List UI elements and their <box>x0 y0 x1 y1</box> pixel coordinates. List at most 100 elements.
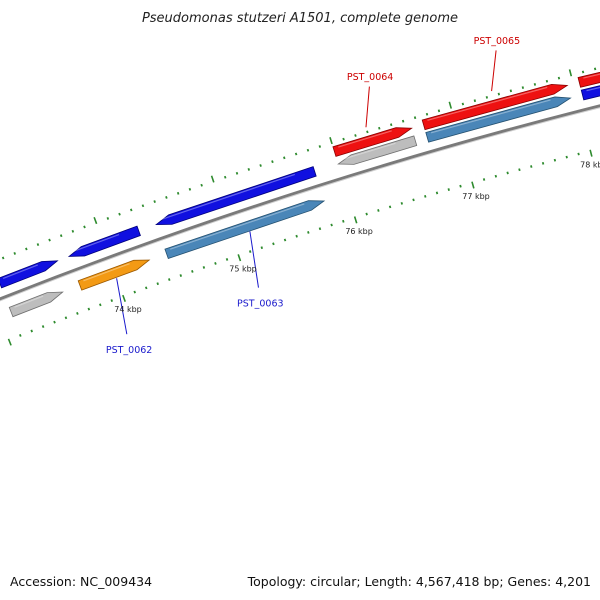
gene-label[interactable]: PST_0064 <box>347 72 394 83</box>
minor-tick <box>71 229 75 233</box>
minor-tick <box>378 126 381 130</box>
minor-tick <box>271 160 274 164</box>
kbp-label: 78 kbp <box>580 160 600 169</box>
minor-tick <box>202 265 206 269</box>
minor-tick <box>259 164 262 167</box>
minor-tick <box>473 99 477 103</box>
minor-tick <box>530 165 533 168</box>
minor-tick <box>506 171 509 175</box>
minor-tick <box>283 156 286 160</box>
major-tick <box>329 137 333 145</box>
minor-tick <box>437 109 441 113</box>
map-title: Pseudomonas stutzeri A1501, complete gen… <box>142 11 458 26</box>
major-tick <box>237 254 242 262</box>
outer-tick-track <box>1 67 597 260</box>
minor-tick <box>294 152 298 156</box>
feature-highlight <box>2 264 39 279</box>
minor-tick <box>366 130 369 134</box>
minor-tick <box>482 178 486 181</box>
minor-tick <box>247 167 251 171</box>
feature-steel <box>164 200 326 260</box>
minor-tick <box>129 208 133 212</box>
gene-label[interactable]: PST_0063 <box>237 299 284 310</box>
minor-tick <box>389 123 393 127</box>
backbone-highlight <box>0 107 600 302</box>
feature-highlight <box>338 130 392 148</box>
minor-tick <box>401 119 405 123</box>
minor-tick <box>307 231 310 234</box>
minor-tick <box>461 102 465 106</box>
minor-tick <box>179 274 183 277</box>
minor-tick <box>413 116 417 120</box>
leader-line <box>365 86 370 128</box>
minor-tick <box>133 290 136 294</box>
minor-tick <box>424 194 427 198</box>
feature-gray <box>8 291 64 318</box>
feature-highlight <box>430 99 551 134</box>
feature-highlight <box>427 86 548 121</box>
feature-blue <box>67 225 141 257</box>
minor-tick <box>565 155 568 159</box>
minor-tick <box>388 205 392 209</box>
minor-tick <box>260 246 264 250</box>
minor-tick <box>41 325 45 328</box>
minor-tick <box>272 242 275 246</box>
minor-tick <box>59 234 63 238</box>
feature-red <box>421 83 569 131</box>
feature-orange <box>77 259 151 291</box>
feature-tracks <box>0 71 600 318</box>
minor-tick <box>593 67 597 71</box>
minor-tick <box>110 299 114 302</box>
major-tick <box>122 294 126 302</box>
minor-tick <box>545 79 549 83</box>
minor-tick <box>225 258 229 261</box>
minor-tick <box>153 200 156 204</box>
minor-tick <box>13 252 17 255</box>
gene-label[interactable]: PST_0062 <box>106 345 153 356</box>
feature-highlight <box>14 295 44 308</box>
minor-tick <box>235 171 239 175</box>
minor-tick <box>557 76 561 80</box>
inner-tick-track <box>7 149 593 346</box>
minor-tick <box>318 227 322 231</box>
feature-highlight <box>159 173 296 221</box>
major-tick <box>353 216 358 224</box>
minor-tick <box>365 212 368 216</box>
minor-tick <box>200 183 203 187</box>
major-tick <box>589 149 593 157</box>
leader-line <box>249 231 259 288</box>
feature-highlight <box>83 263 130 282</box>
gene-label[interactable]: PST_0065 <box>474 36 521 47</box>
leader-line <box>116 278 128 335</box>
feature-highlight <box>341 142 396 161</box>
minor-tick <box>165 196 168 199</box>
minor-tick <box>106 216 110 220</box>
minor-tick <box>459 184 462 188</box>
minor-tick <box>118 212 121 216</box>
feature-blue <box>155 166 317 226</box>
minor-tick <box>19 334 22 337</box>
minor-tick <box>306 148 310 152</box>
minor-tick <box>435 191 439 195</box>
minor-tick <box>295 234 298 238</box>
major-tick <box>448 101 453 109</box>
kbp-label: 75 kbp <box>229 265 257 274</box>
feature-highlight <box>169 203 305 250</box>
accession-text: Accession: NC_009434 <box>10 574 152 589</box>
major-tick <box>471 181 475 189</box>
minor-tick <box>509 89 513 93</box>
minor-tick <box>191 270 194 273</box>
major-tick <box>210 175 215 183</box>
minor-tick <box>48 238 51 242</box>
minor-tick <box>25 247 28 251</box>
major-tick <box>93 216 98 225</box>
tick-tracks <box>1 67 597 346</box>
minor-tick <box>447 188 450 191</box>
minor-tick <box>577 152 580 156</box>
minor-tick <box>176 191 180 195</box>
minor-tick <box>30 329 33 333</box>
minor-tick <box>64 316 68 320</box>
minor-tick <box>485 95 489 99</box>
